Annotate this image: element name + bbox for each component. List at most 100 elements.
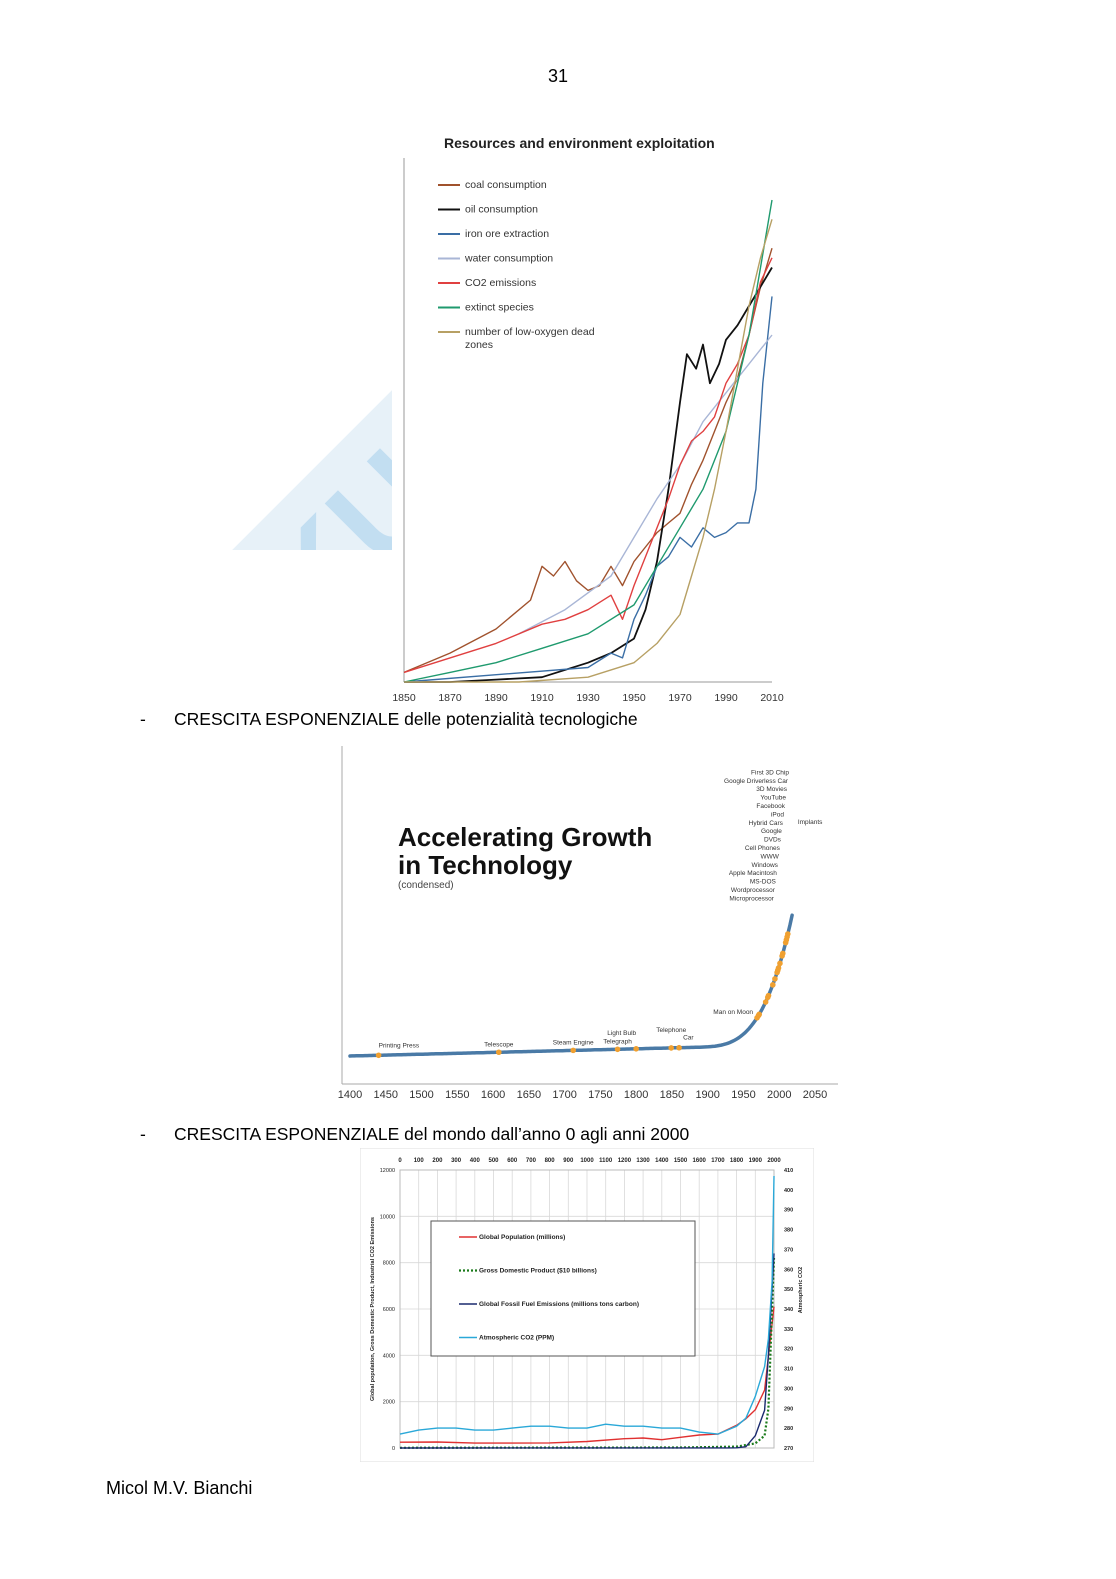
milestone-label: Cell Phones: [745, 845, 781, 852]
x-tick-label: 300: [451, 1158, 462, 1164]
legend-entry: zones: [465, 339, 493, 351]
y2-tick-label: 370: [784, 1247, 793, 1253]
milestone-marker: [633, 1046, 639, 1052]
x-tick-label: 1500: [409, 1089, 433, 1101]
legend-box: [430, 1220, 696, 1357]
milestone-marker: [676, 1044, 682, 1051]
legend-entry: Gross Domestic Product ($10 billions): [479, 1268, 597, 1275]
y-tick-label: 0: [392, 1446, 395, 1452]
milestone-marker: [614, 1046, 621, 1053]
x-tick-label: 1850: [660, 1089, 684, 1101]
y2-tick-label: 300: [784, 1386, 793, 1392]
x-tick-label: 1500: [674, 1158, 688, 1164]
world-growth-chart: 0 100 200 300 400 500 600 700 800 900 1000 1100 1200…: [360, 1148, 814, 1462]
page-footer-author: Micol M.V. Bianchi: [106, 1478, 253, 1498]
series-line: [399, 1253, 775, 1449]
chart-title: Accelerating Growth: [398, 822, 652, 852]
x-tick-label: 2000: [767, 1158, 781, 1164]
chart-title: in Technology: [398, 850, 573, 880]
y2-tick-label: 350: [784, 1287, 793, 1293]
x-tick-label: 900: [563, 1158, 574, 1164]
milestone-label: DVDs: [764, 837, 782, 844]
series-line: [399, 1306, 775, 1444]
series-line: [403, 296, 773, 683]
technology-chart-figure: Accelerating Growth in Technology (condens…: [330, 738, 852, 1116]
milestone-marker: [772, 976, 778, 982]
y2-tick-label: 320: [784, 1347, 793, 1353]
series-line: [403, 199, 773, 683]
legend-entry: extinct species: [465, 302, 534, 314]
y2-tick-label: 410: [784, 1168, 793, 1174]
legend-entry: CO2 emissions: [465, 277, 536, 289]
milestone-marker: [769, 982, 776, 988]
x-tick-label: 1300: [636, 1158, 650, 1164]
milestone-marker: [756, 1011, 762, 1018]
y2-tick-label: 280: [784, 1426, 793, 1432]
x-tick-label: 1200: [618, 1158, 632, 1164]
y-tick-label: 12000: [380, 1168, 395, 1174]
milestone-label: Steam Engine: [553, 1039, 594, 1046]
resources-chart: Resources and environment exploitation 18…: [392, 130, 788, 704]
x-tick-label: 1800: [624, 1089, 648, 1101]
x-tick-label: 1950: [622, 692, 646, 704]
y2-tick-label: 380: [784, 1228, 793, 1234]
series-line: [403, 257, 773, 674]
x-tick-label: 1750: [588, 1089, 612, 1101]
bullet-text: CRESCITA ESPONENZIALE del mondo dall’ann…: [174, 1124, 690, 1144]
x-tick-label: 1650: [517, 1089, 541, 1101]
x-tick-label: 1450: [374, 1089, 398, 1101]
milestone-label: YouTube: [760, 795, 786, 802]
x-tick-label: 2050: [803, 1089, 827, 1101]
milestone-marker: [777, 960, 783, 967]
x-tick-label: 1900: [749, 1158, 763, 1164]
bullet-text: CRESCITA ESPONENZIALE delle potenzialità…: [174, 709, 638, 729]
y2-tick-label: 390: [784, 1208, 793, 1214]
milestone-label: Hybrid Cars: [749, 820, 784, 827]
legend-entry: coal consumption: [465, 179, 547, 191]
milestone-marker: [762, 999, 769, 1005]
milestone-label: Man on Moon: [713, 1009, 753, 1016]
x-tick-label: 1550: [445, 1089, 469, 1101]
x-tick-label: 1970: [668, 692, 692, 704]
x-tick-label: 700: [526, 1158, 537, 1164]
chart-subtitle: (condensed): [398, 880, 454, 891]
milestone-label: Microprocessor: [729, 895, 774, 902]
series-line: [403, 248, 773, 674]
milestone-label: Car: [683, 1035, 694, 1042]
x-tick-label: 1000: [580, 1158, 594, 1164]
x-tick-label: 1600: [481, 1089, 505, 1101]
page-number: 31: [547, 66, 569, 86]
milestone-label: Telescope: [484, 1041, 514, 1048]
y2-tick-label: 270: [784, 1446, 793, 1452]
milestone-label: Windows: [752, 862, 779, 869]
x-tick-label: 600: [507, 1158, 518, 1164]
x-tick-label: 1850: [392, 692, 416, 704]
x-tick-label: 0: [398, 1158, 402, 1164]
bullet-dash: -: [140, 709, 146, 729]
series-line: [399, 1175, 775, 1435]
milestone-label: Wordprocessor: [731, 887, 776, 894]
milestone-label: Telegraph: [603, 1038, 632, 1045]
x-tick-label: 1910: [530, 692, 554, 704]
milestone-label: Facebook: [756, 803, 785, 810]
milestone-label: WWW: [761, 853, 780, 860]
milestone-marker: [785, 931, 791, 937]
bullet-world-growth: - CRESCITA ESPONENZIALE del mondo dall’an…: [140, 1124, 689, 1145]
x-tick-label: 1900: [695, 1089, 719, 1101]
milestone-label: First 3D Chip: [751, 769, 789, 776]
legend-entry: iron ore extraction: [465, 228, 549, 240]
y2-tick-label: 310: [784, 1367, 793, 1373]
milestone-label: Google Driverless Car: [724, 778, 789, 785]
y2-tick-label: 400: [784, 1188, 793, 1194]
x-tick-label: 800: [545, 1158, 556, 1164]
milestone-label: MS-DOS: [750, 879, 777, 886]
x-tick-label: 500: [488, 1158, 499, 1164]
milestone-marker: [496, 1049, 502, 1056]
milestone-label: Google: [761, 828, 782, 835]
y-tick-label: 6000: [383, 1307, 395, 1313]
series-line: [404, 267, 773, 683]
bullet-tech-growth: - CRESCITA ESPONENZIALE delle potenzialit…: [140, 709, 638, 730]
world-growth-chart-figure: 0 100 200 300 400 500 600 700 800 900 1000 1100 1200…: [360, 1148, 814, 1462]
x-tick-label: 2010: [760, 692, 784, 704]
x-tick-label: 1950: [731, 1089, 755, 1101]
